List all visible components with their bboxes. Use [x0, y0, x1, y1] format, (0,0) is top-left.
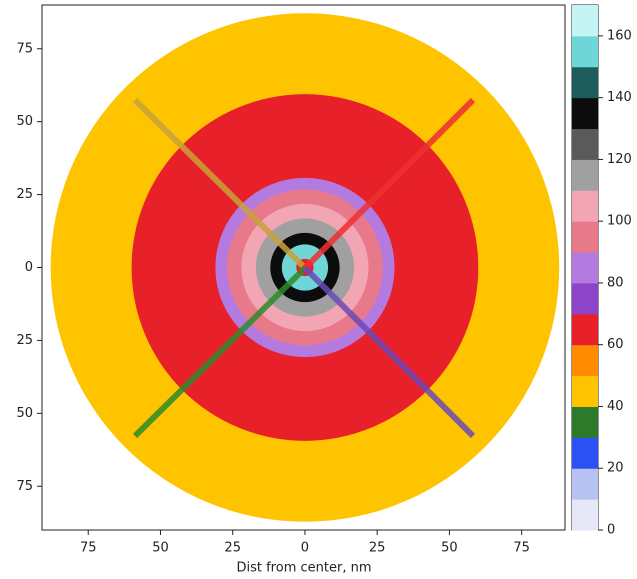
colorbar-tick-label: 80: [607, 275, 624, 290]
colorbar-tick-label: 20: [607, 461, 624, 476]
colorbar-tick-label: 160: [607, 28, 632, 43]
x-tick-label: 0: [301, 541, 309, 556]
colorbar-swatch: [572, 375, 598, 407]
colorbar-swatch: [572, 159, 598, 191]
colorbar-swatch: [572, 128, 598, 160]
colorbar-tick-label: 120: [607, 152, 632, 167]
x-axis-label: Dist from center, nm: [236, 561, 371, 576]
colorbar-swatch: [572, 97, 598, 130]
diagonal-line: [132, 97, 308, 271]
y-tick-label: 75: [16, 41, 33, 56]
colorbar-tick-label: 60: [607, 337, 624, 352]
colorbar-swatch: [572, 35, 598, 68]
x-tick-label: 50: [441, 541, 458, 556]
diagonal-line: [132, 265, 308, 439]
x-tick-label: 25: [224, 541, 241, 556]
x-tick-label: 75: [513, 541, 530, 556]
colorbar-tick-label: 0: [607, 523, 615, 538]
y-tick-label: 75: [16, 479, 33, 494]
y-tick-label: 25: [16, 333, 33, 348]
diagonal-line: [302, 97, 476, 271]
colorbar-swatch: [572, 499, 598, 531]
colorbar-swatch: [572, 282, 598, 315]
y-tick-label: 0: [25, 260, 33, 275]
colorbar-tick-label: 140: [607, 90, 632, 105]
colorbar-swatch: [572, 344, 598, 377]
colorbar-swatch: [572, 5, 598, 37]
y-tick-label: 50: [16, 114, 33, 129]
x-tick-label: 50: [152, 541, 169, 556]
x-tick-label: 75: [80, 541, 97, 556]
colorbar-tick-label: 100: [607, 214, 632, 229]
colorbar-swatch: [572, 468, 598, 500]
colorbar-swatch: [572, 437, 598, 469]
diagonal-lines: [132, 97, 476, 439]
colorbar-tick-label: 40: [607, 399, 624, 414]
y-tick-label: 25: [16, 187, 33, 202]
colorbar-swatch: [572, 190, 598, 222]
colorbar-swatch: [572, 66, 598, 99]
x-tick-label: 25: [369, 541, 386, 556]
y-tick-label: 50: [16, 406, 33, 421]
colorbar-swatch: [572, 252, 598, 284]
colorbar-swatch: [572, 406, 598, 438]
colorbar-swatch: [572, 313, 598, 346]
colorbar-swatch: [572, 221, 598, 253]
diagonal-line: [302, 265, 476, 439]
